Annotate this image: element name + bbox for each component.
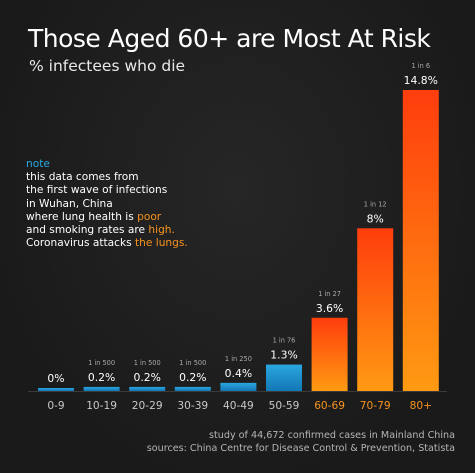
ratio-label-70-79: 1 in 12 [364, 200, 387, 208]
bar-80+ [402, 90, 439, 391]
note-highlight-poor: poor [137, 210, 162, 223]
value-label-10-19: 0.2% [88, 371, 115, 384]
note-line-1: this data comes from [26, 171, 139, 184]
footer: study of 44,672 confirmed cases in Mainl… [147, 430, 455, 455]
note-line-5: and smoking rates are [26, 224, 149, 237]
note-highlight-high: high. [148, 224, 175, 237]
footer-study: study of 44,672 confirmed cases in Mainl… [209, 430, 455, 441]
chart-subtitle: % infectees who die [29, 57, 186, 75]
note-line-3: in Wuhan, China [26, 197, 113, 210]
note-line-6: Coronavirus attacks [26, 237, 135, 250]
ratio-label-20-29: 1 in 500 [134, 359, 161, 367]
x-tick-label-40-49: 40-49 [223, 400, 254, 412]
value-label-60-69: 3.6% [316, 302, 343, 315]
value-label-0-9: 0% [47, 372, 64, 385]
value-label-70-79: 8% [367, 212, 384, 225]
ratio-label-40-49: 1 in 250 [225, 355, 252, 363]
value-label-80+: 14.8% [404, 74, 438, 87]
bar-70-79 [357, 228, 394, 391]
value-label-20-29: 0.2% [133, 371, 160, 384]
x-tick-label-60-69: 60-69 [314, 400, 345, 412]
bar-0-9 [38, 388, 74, 391]
note-label: note [26, 158, 50, 170]
x-tick-label-20-29: 20-29 [132, 400, 163, 412]
ratio-label-60-69: 1 in 27 [318, 290, 341, 298]
value-label-40-49: 0.4% [225, 367, 252, 380]
note-line-2: the first wave of infections [26, 184, 168, 197]
bars-group: 0% 0-9 0.2% 1 in 500 10-19 0.2% 1 in 500 20-29 0… [38, 62, 439, 412]
value-label-50-59: 1.3% [270, 349, 297, 362]
bar-40-49 [220, 382, 257, 391]
bar-50-59 [266, 364, 302, 391]
ratio-label-10-19: 1 in 500 [88, 359, 115, 367]
x-tick-label-80+: 80+ [410, 400, 432, 412]
x-tick-label-30-39: 30-39 [177, 400, 208, 412]
footer-sources: sources: China Centre for Disease Contro… [146, 442, 455, 454]
bar-60-69 [311, 317, 348, 391]
bar-20-29 [129, 386, 166, 391]
x-tick-label-70-79: 70-79 [360, 400, 391, 412]
bar-30-39 [174, 386, 211, 391]
x-tick-label-10-19: 10-19 [86, 400, 117, 412]
x-tick-label-0-9: 0-9 [47, 400, 64, 412]
ratio-label-80+: 1 in 6 [412, 62, 431, 70]
ratio-label-50-59: 1 in 76 [273, 337, 296, 345]
value-label-30-39: 0.2% [179, 371, 206, 384]
note-line-4: where lung health is [26, 210, 138, 223]
x-tick-label-50-59: 50-59 [269, 400, 300, 412]
ratio-label-30-39: 1 in 500 [179, 359, 206, 367]
bar-10-19 [83, 386, 120, 391]
chart-title: Those Aged 60+ are Most At Risk [28, 24, 431, 53]
note-highlight-lungs: the lungs. [135, 237, 188, 250]
note-text: note this data comes from the first wave… [26, 158, 188, 250]
